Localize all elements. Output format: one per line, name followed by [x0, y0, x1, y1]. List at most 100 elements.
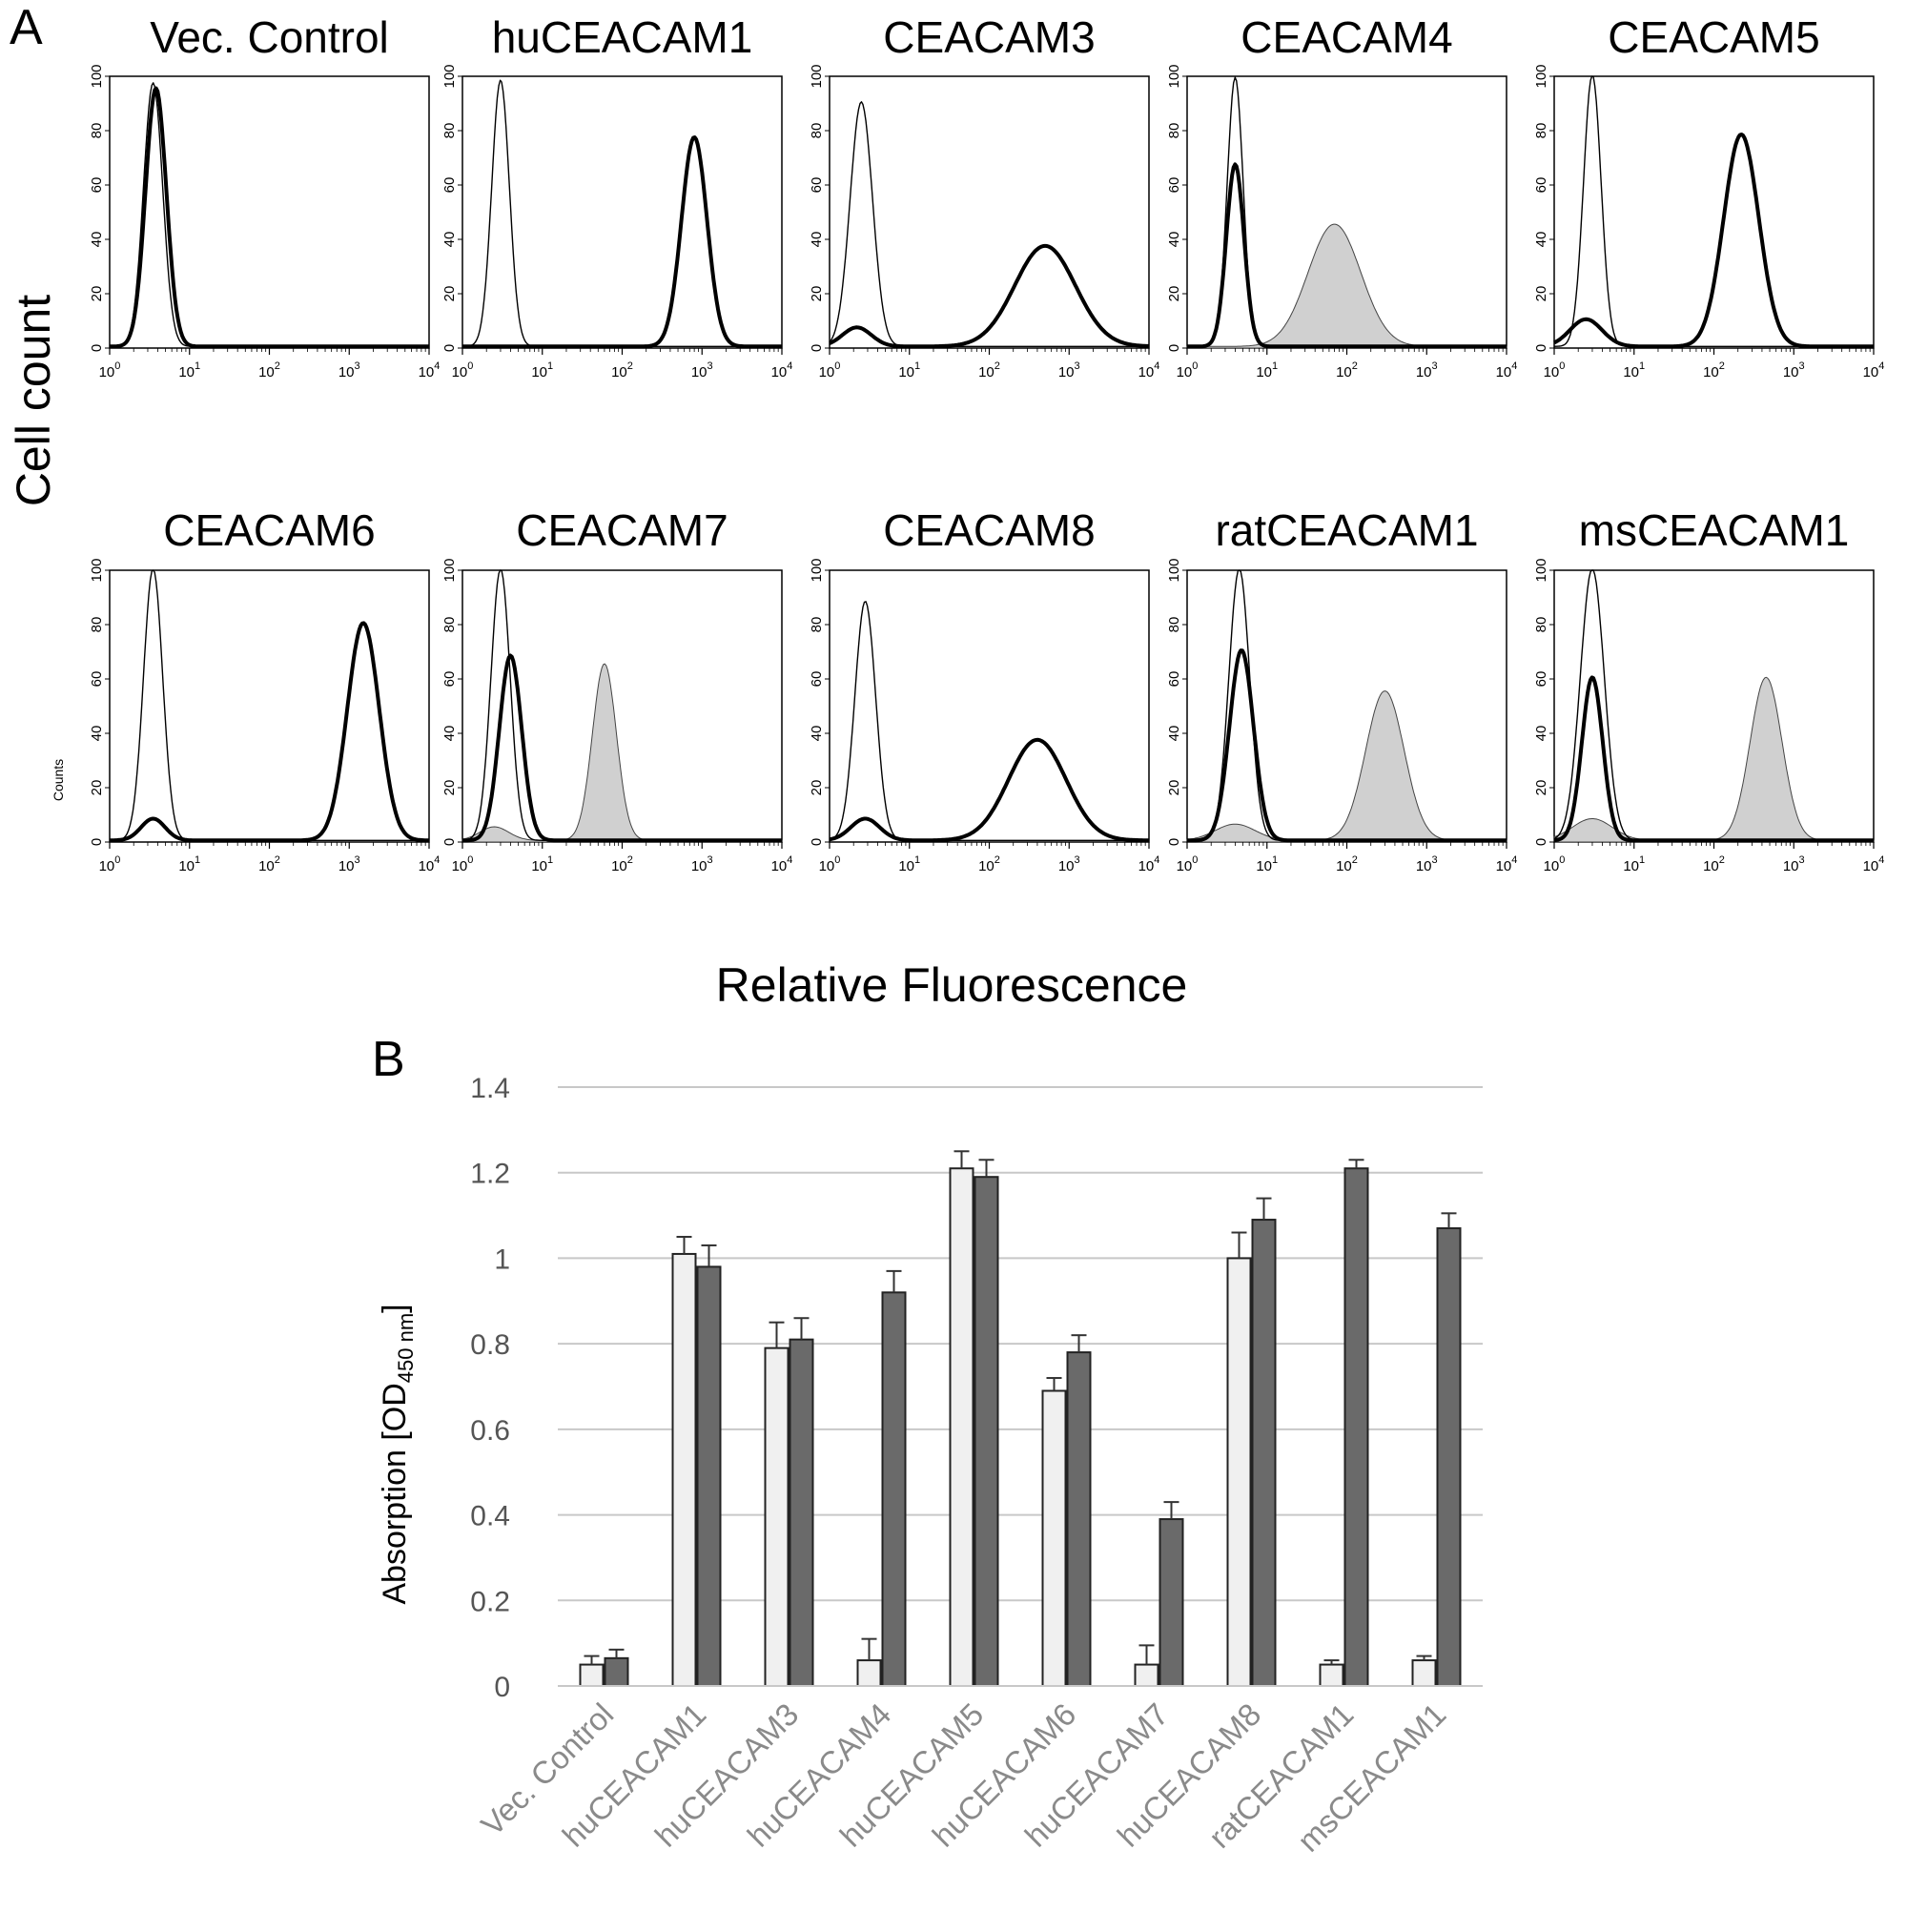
bar-light — [1319, 1663, 1344, 1687]
y-tick-label: 60 — [1533, 671, 1549, 688]
histogram-curve-bold — [1186, 162, 1507, 349]
y-tick-label: 0 — [441, 838, 458, 846]
histogram-title: CEACAM3 — [883, 12, 1095, 62]
y-tick-label: 0.2 — [470, 1586, 510, 1617]
histogram-curve-bold — [1553, 133, 1875, 349]
bar-dark — [1159, 1518, 1184, 1687]
y-tick-label: 80 — [809, 617, 825, 633]
y-tick-label: 80 — [809, 123, 825, 139]
y-tick-label: 20 — [441, 286, 458, 302]
panel-b-label: B — [372, 1032, 405, 1087]
y-tick-label: 80 — [441, 617, 458, 633]
bar-light — [949, 1167, 974, 1687]
y-tick-label: 80 — [1533, 617, 1549, 633]
y-tick-label: 60 — [1166, 671, 1182, 688]
y-tick-label: 100 — [1166, 64, 1182, 88]
y-tick-label: 20 — [809, 780, 825, 796]
histogram-curve-bold — [829, 737, 1150, 843]
bar-dark — [974, 1176, 999, 1687]
bar-dark — [1066, 1351, 1092, 1687]
y-tick-label: 100 — [441, 64, 458, 88]
y-tick-label: 0 — [1533, 838, 1549, 846]
bar-dark — [881, 1291, 907, 1688]
histogram-title: ratCEACAM1 — [1215, 505, 1478, 555]
y-tick-label: 40 — [809, 726, 825, 742]
panel-a-label: A — [10, 0, 43, 55]
y-tick-label: 60 — [89, 177, 105, 194]
y-tick-label: 40 — [1533, 726, 1549, 742]
histogram-curve-bold — [109, 621, 430, 843]
histogram-title: CEACAM8 — [883, 505, 1095, 555]
histogram-curve-thin — [829, 601, 1149, 841]
y-tick-label: 20 — [441, 780, 458, 796]
panel-b-ylabel: Absorption [OD450 nm] — [377, 1304, 418, 1604]
y-tick-label: 0 — [809, 838, 825, 846]
y-tick-label: 40 — [1166, 726, 1182, 742]
y-tick-label: 60 — [1166, 177, 1182, 194]
y-tick-label: 100 — [1533, 558, 1549, 582]
bar-light — [856, 1659, 882, 1687]
histogram-title: CEACAM5 — [1608, 12, 1819, 62]
y-tick-label: 0 — [494, 1672, 510, 1703]
y-tick-label: 40 — [89, 232, 105, 248]
y-tick-label: 100 — [1533, 64, 1549, 88]
y-tick-label: 80 — [89, 123, 105, 139]
bar-light — [1411, 1659, 1437, 1687]
y-tick-label: 1.2 — [470, 1159, 510, 1190]
y-tick-label: 40 — [89, 726, 105, 742]
panel-a-ylabel: Cell count — [7, 295, 60, 506]
histogram-title: CEACAM7 — [516, 505, 728, 555]
bar-light — [579, 1663, 605, 1687]
y-tick-label: 80 — [1533, 123, 1549, 139]
y-tick-label: 0 — [1166, 838, 1182, 846]
y-tick-label: 100 — [89, 64, 105, 88]
y-tick-label: 1.4 — [470, 1073, 510, 1104]
histogram-title: CEACAM6 — [163, 505, 375, 555]
y-tick-label: 0 — [89, 344, 105, 352]
histogram-curve-bold — [109, 86, 430, 349]
y-tick-label: 40 — [441, 726, 458, 742]
y-tick-label: 100 — [441, 558, 458, 582]
y-tick-label: 60 — [1533, 177, 1549, 194]
y-tick-label: 60 — [441, 177, 458, 194]
y-tick-label: 100 — [1166, 558, 1182, 582]
y-tick-label: 0.6 — [470, 1415, 510, 1447]
histogram-curve-bold — [1553, 675, 1875, 843]
histogram-curve-bold — [829, 243, 1150, 349]
histogram-title: msCEACAM1 — [1579, 505, 1850, 555]
bar-dark — [1251, 1219, 1277, 1687]
bar-dark — [696, 1265, 722, 1688]
y-tick-label: 60 — [809, 177, 825, 194]
y-tick-label: 1 — [494, 1243, 510, 1275]
histogram-curve-bold — [1186, 648, 1507, 843]
y-tick-label: 20 — [89, 780, 105, 796]
histogram-curve-bold — [461, 135, 783, 349]
bar-light — [1134, 1663, 1159, 1687]
y-tick-label: 40 — [441, 232, 458, 248]
y-tick-label: 20 — [1166, 780, 1182, 796]
y-tick-label: 60 — [441, 671, 458, 688]
panel-a-xlabel: Relative Fluorescence — [716, 958, 1188, 1012]
y-tick-label: 80 — [1166, 123, 1182, 139]
y-tick-label: 0 — [1166, 344, 1182, 352]
y-tick-label: 0 — [441, 344, 458, 352]
y-tick-label: 80 — [1166, 617, 1182, 633]
histogram-curve-thin — [829, 101, 1149, 347]
bar-dark — [1343, 1167, 1369, 1687]
y-tick-label: 100 — [809, 558, 825, 582]
y-tick-label: 20 — [1533, 780, 1549, 796]
bar-light — [1041, 1389, 1067, 1687]
y-tick-label: 0 — [89, 838, 105, 846]
y-tick-label: 100 — [89, 558, 105, 582]
y-tick-label: 0.4 — [470, 1501, 510, 1532]
bar-light — [764, 1346, 789, 1687]
y-tick-label: 20 — [809, 286, 825, 302]
